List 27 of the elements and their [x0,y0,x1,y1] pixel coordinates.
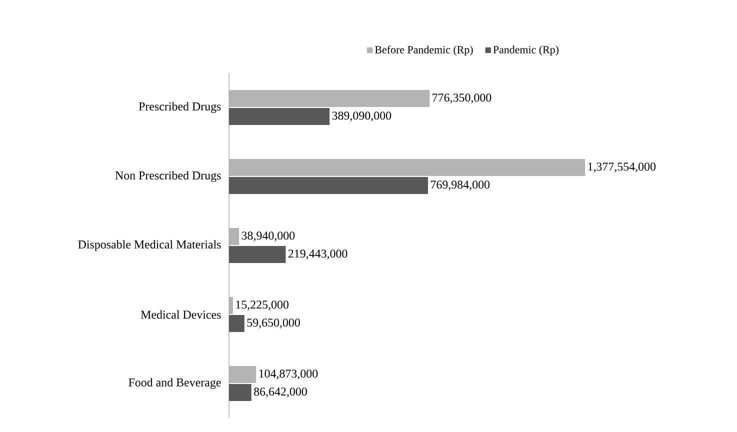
data-label: 389,090,000 [332,112,392,122]
data-label: 59,650,000 [247,318,300,328]
data-label: 1,377,554,000 [588,162,656,172]
bar [229,108,330,126]
data-label: 104,873,000 [259,370,318,380]
y-tick-label: Non Prescribed Drugs [115,171,221,182]
bar [229,315,244,332]
data-label: 769,984,000 [431,180,490,190]
y-tick-label: Disposable Medical Materials [78,240,221,251]
bar [229,159,586,176]
y-tick-label: Prescribed Drugs [138,102,221,113]
bar [229,384,252,402]
data-label: 15,225,000 [236,300,288,310]
y-tick-label: Food and Beverage [128,378,221,389]
y-tick-label: Medical Devices [140,310,221,319]
bar [229,297,233,314]
bar [229,90,430,108]
data-label: 776,350,000 [432,94,492,104]
legend-label: Before Pandemic (Rp) [375,46,473,56]
bar [229,366,256,384]
legend-label: Pandemic (Rp) [493,46,558,56]
bar [229,177,428,194]
data-label: 86,642,000 [254,388,307,398]
data-label: 219,443,000 [288,250,348,260]
bar [229,228,240,246]
bar [229,246,286,264]
data-label: 38,940,000 [242,232,295,242]
